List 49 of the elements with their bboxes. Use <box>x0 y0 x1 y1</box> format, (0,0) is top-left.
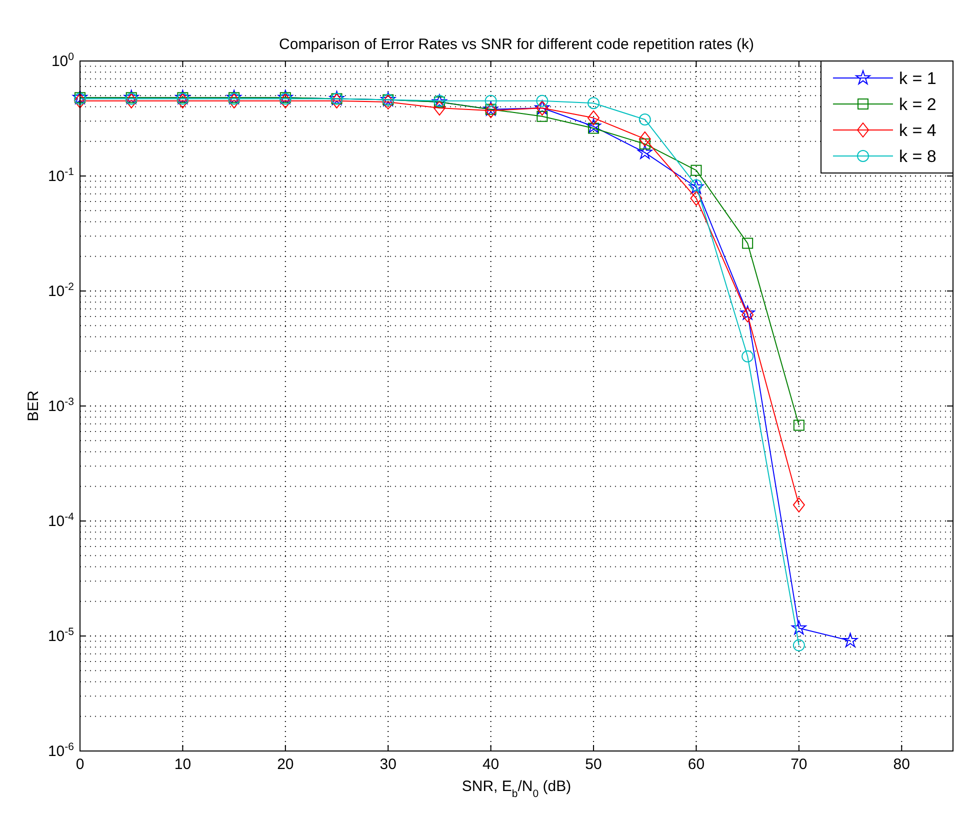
point <box>536 110 548 122</box>
x-tick-label: 60 <box>688 756 705 773</box>
point <box>279 93 292 108</box>
x-tick-label: 10 <box>174 756 192 773</box>
point <box>791 620 806 635</box>
point <box>588 110 600 126</box>
point <box>638 131 651 146</box>
y-tick-label: 10$^{-4}$ <box>48 511 74 530</box>
point <box>638 113 651 126</box>
y-tick-label: 10$^{-1}$ <box>48 166 74 185</box>
point <box>228 93 240 108</box>
x-tick-label: 20 <box>277 756 294 773</box>
point <box>484 94 497 107</box>
legend-label: k = 2 <box>899 95 936 114</box>
y-tick-label: 10$^{0}$ <box>51 51 74 70</box>
x-tick-label: 70 <box>790 756 808 773</box>
y-tick-label: 10$^{-6}$ <box>48 741 74 760</box>
point <box>484 103 497 118</box>
chart-title: Comparison of Error Rates vs SNR for different code repetition rates (k) <box>279 36 754 53</box>
legend-label: k = 1 <box>899 69 936 88</box>
point <box>176 93 189 108</box>
y-axis-title: BER <box>25 390 42 422</box>
point <box>793 420 804 431</box>
point <box>690 190 702 206</box>
point <box>742 238 754 249</box>
point <box>586 118 601 133</box>
y-tick-label: 10$^{-2}$ <box>48 281 74 300</box>
point <box>74 93 86 108</box>
point <box>792 497 805 512</box>
y-tick-label: 10$^{-5}$ <box>48 626 74 645</box>
point <box>382 94 394 110</box>
x-tick-label: 30 <box>380 756 396 773</box>
point <box>842 632 858 648</box>
point <box>433 100 446 116</box>
point <box>125 93 138 108</box>
point <box>588 97 600 110</box>
x-tick-label: 80 <box>893 756 910 773</box>
x-tick-label: 40 <box>482 756 500 773</box>
point <box>792 639 805 652</box>
x-axis-title: SNR, E$_{b}$/N$_{0}$ (dB) <box>462 778 572 800</box>
point <box>637 144 652 159</box>
x-tick-label: 0 <box>76 756 84 773</box>
x-tick-label: 50 <box>585 756 602 773</box>
point <box>330 93 343 108</box>
point <box>742 350 754 362</box>
legend-label: k = 4 <box>899 121 936 140</box>
legend-label: k = 8 <box>899 147 936 166</box>
point <box>690 164 702 176</box>
y-tick-label: 10$^{-3}$ <box>48 396 74 415</box>
